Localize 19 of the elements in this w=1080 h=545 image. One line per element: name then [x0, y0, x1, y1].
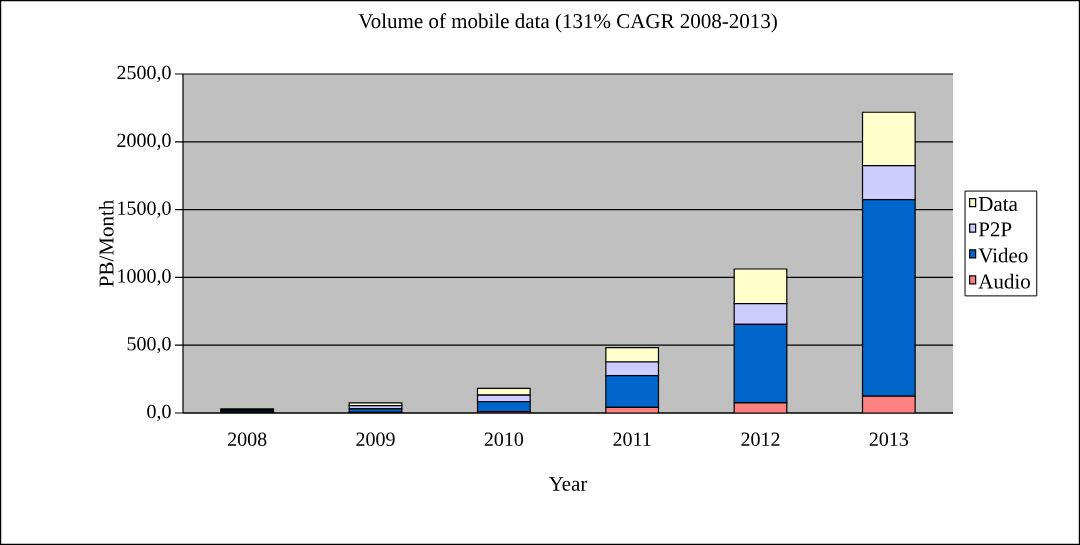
chart-title: Volume of mobile data (131% CAGR 2008-2013)	[358, 13, 777, 33]
y-tick-label: 2500,0	[117, 65, 171, 83]
y-tick-label: 1000,0	[118, 269, 171, 286]
x-tick-label: 2010	[484, 432, 524, 447]
x-tick-label: 2008	[228, 432, 267, 447]
legend-label: Audio	[978, 273, 1030, 289]
legend-label: Video	[978, 247, 1028, 263]
y-tick-label: 500,0	[127, 337, 171, 354]
x-tick-label: 2013	[869, 432, 909, 447]
x-tick-label: 2011	[613, 432, 651, 447]
x-tick-label: 2009	[356, 432, 395, 447]
y-axis-title: PB/Month	[98, 200, 114, 287]
x-axis-title: Year	[548, 476, 588, 491]
x-tick-label: 2012	[741, 432, 780, 447]
legend-label: Data	[978, 197, 1018, 212]
y-tick-label: 0,0	[147, 404, 171, 422]
legend-label: P2P	[978, 222, 1012, 237]
y-tick-label: 1500,0	[118, 201, 171, 218]
y-tick-label: 2000,0	[117, 133, 171, 150]
